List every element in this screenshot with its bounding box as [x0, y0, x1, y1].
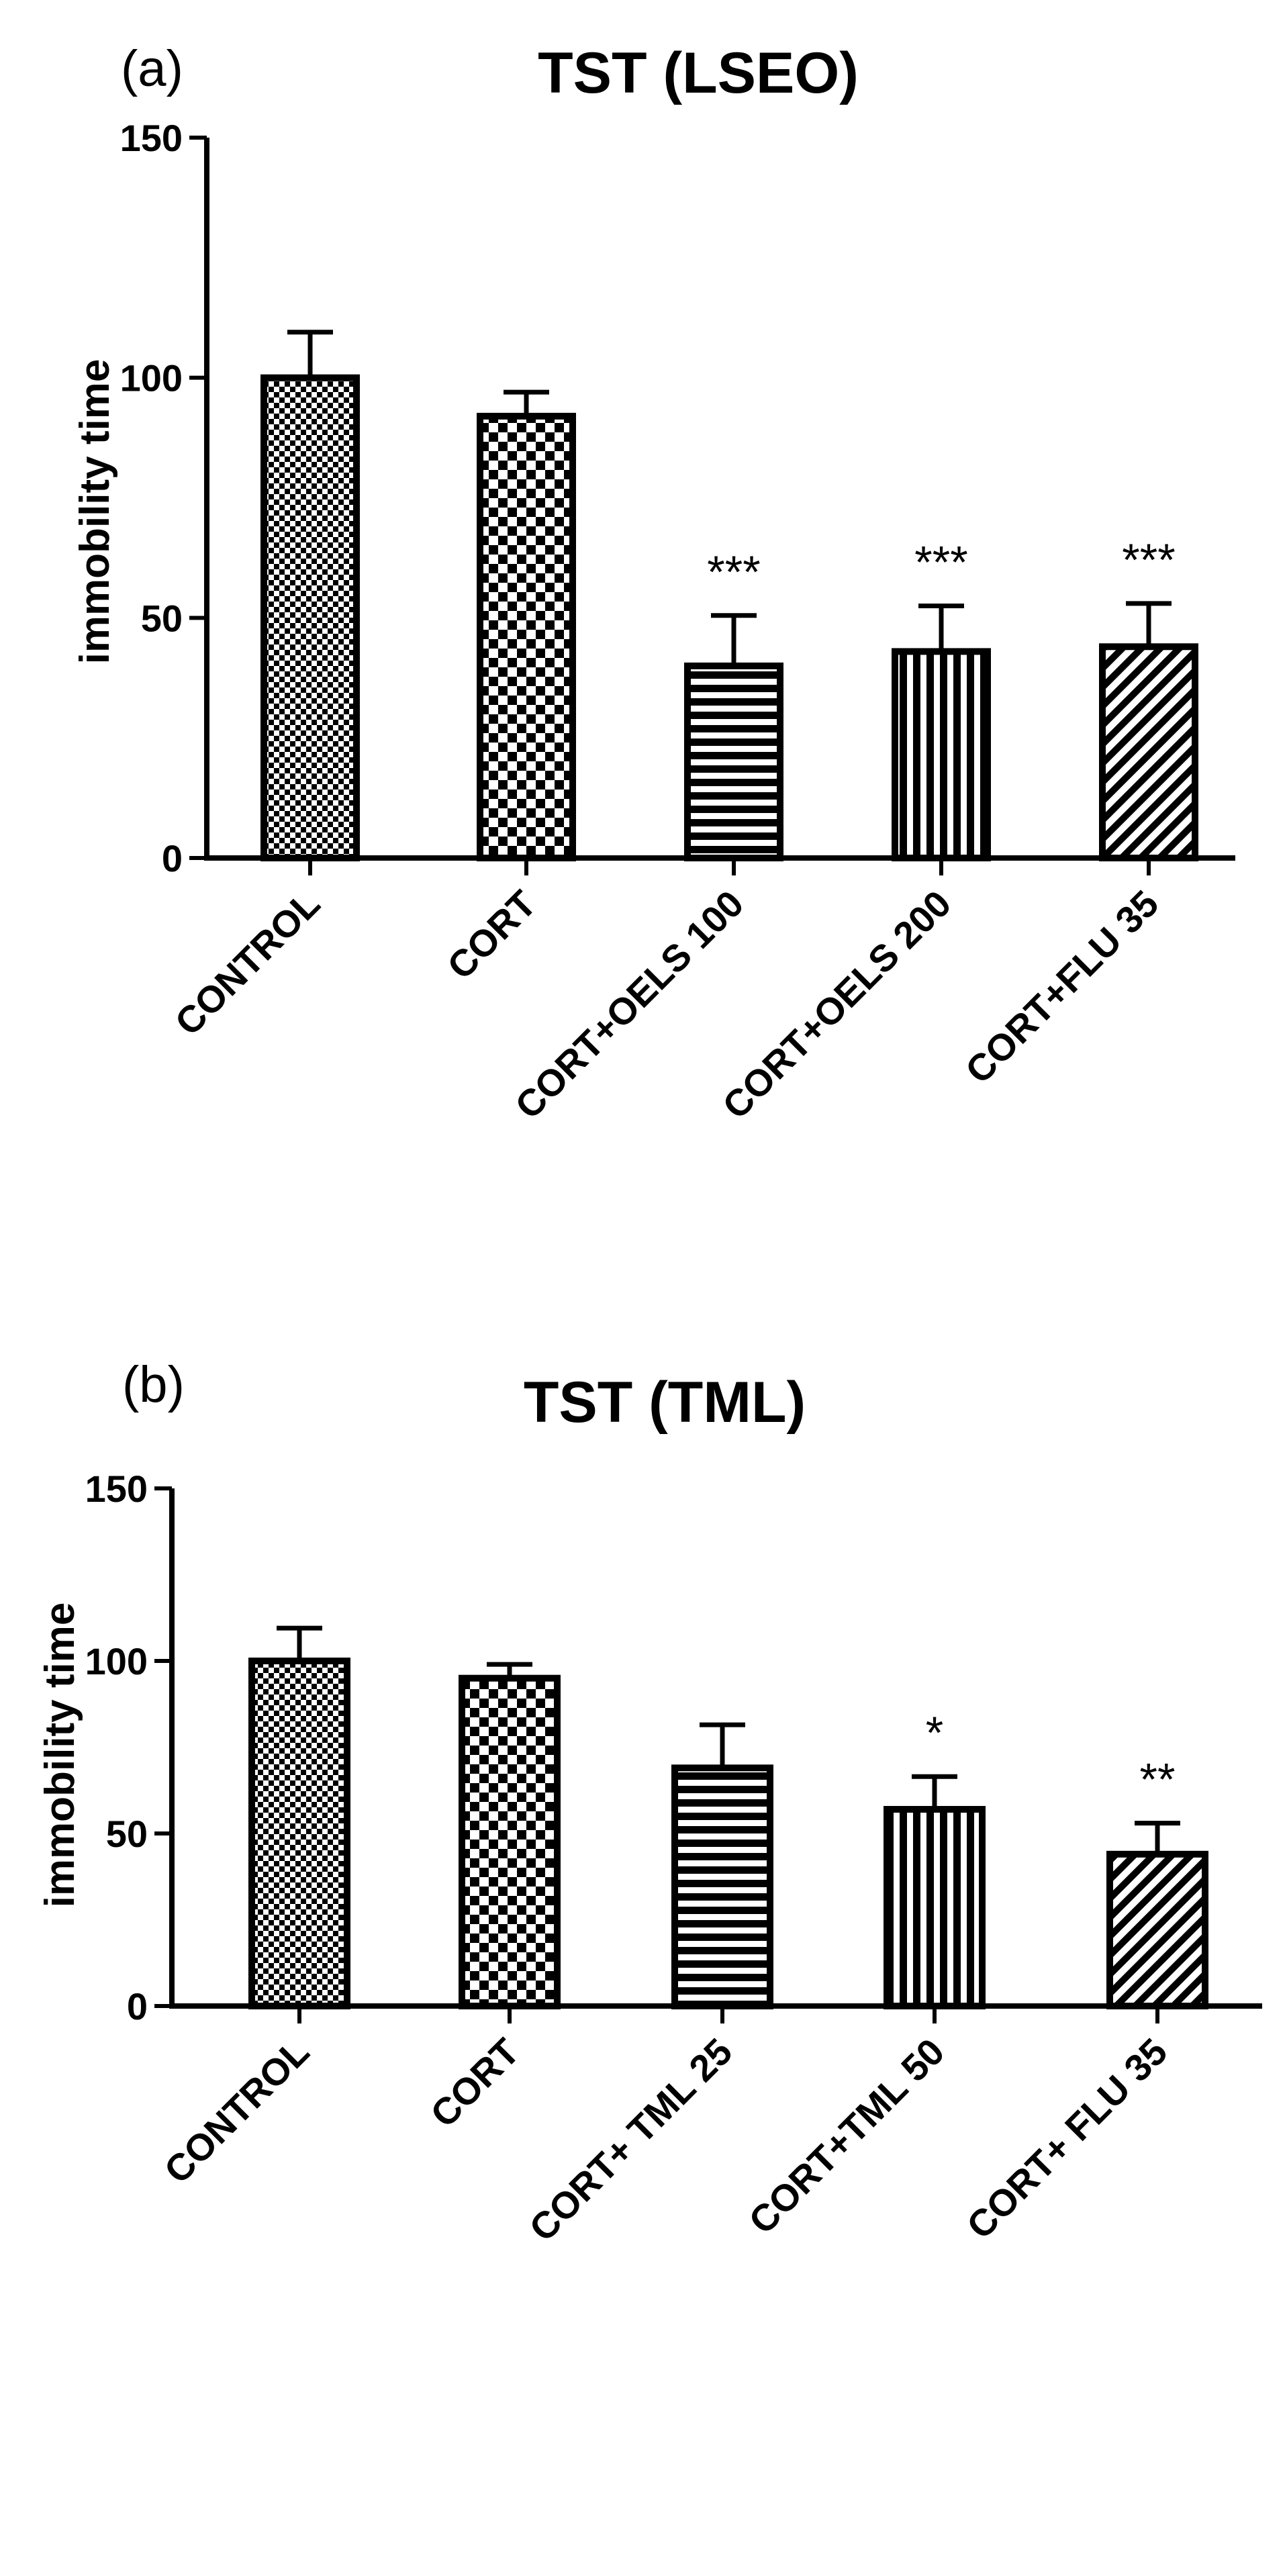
bar-cort-oels-200	[892, 648, 991, 861]
significance-label: **	[1140, 1754, 1176, 1805]
x-tick-label: CORT+OELS 200	[714, 882, 959, 1127]
y-tick-label: 0	[162, 837, 183, 879]
x-tick-label: CORT+ FLU 35	[959, 2030, 1176, 2247]
chart-panel-a: (a) TST (LSEO) immobility time 0 50 100 150…	[72, 40, 1235, 1127]
significance-label: ***	[1122, 534, 1175, 585]
significance-label: ***	[914, 536, 967, 587]
x-tick-label: CONTROL	[166, 882, 328, 1043]
bar-control	[248, 1658, 350, 2009]
bar-cort-tml-25	[671, 1764, 773, 2010]
chart-title: TST (LSEO)	[538, 41, 859, 105]
y-tick-label: 150	[120, 117, 183, 159]
chart-panel-b: (b) TST (TML) immobility time 0 50 100 150 C…	[37, 1356, 1262, 2249]
y-tick-label: 50	[141, 597, 183, 639]
panel-label: (b)	[122, 1356, 185, 1413]
y-axis-label: immobility time	[72, 359, 118, 665]
x-tick-label: CORT+OELS 100	[507, 882, 752, 1127]
x-tick-label: CORT	[439, 882, 544, 988]
x-tick-label: CORT	[422, 2030, 528, 2136]
bar-cort-tml-50	[884, 1806, 986, 2010]
bar-cort	[459, 1674, 561, 2009]
bar-cort-flu-35	[1106, 1850, 1208, 2010]
significance-label: *	[926, 1707, 943, 1758]
x-tick-label: CORT+TML 50	[741, 2030, 953, 2242]
significance-label: ***	[707, 546, 760, 598]
y-tick-label: 100	[120, 357, 183, 399]
y-tick-label: 100	[85, 1640, 148, 1682]
x-tick-label: CORT+ TML 25	[521, 2030, 741, 2250]
bar-cort-flu-35	[1099, 643, 1198, 862]
chart-title: TST (TML)	[524, 1370, 806, 1435]
y-axis-label: immobility time	[37, 1603, 83, 1908]
y-tick-label: 50	[106, 1813, 148, 1855]
x-tick-label: CONTROL	[156, 2030, 317, 2191]
bar-control	[260, 374, 360, 861]
panel-label: (a)	[121, 40, 183, 97]
x-tick-label: CORT+FLU 35	[957, 882, 1167, 1092]
y-tick-label: 0	[127, 1985, 148, 2028]
y-tick-label: 150	[85, 1468, 148, 1510]
bar-cort	[477, 412, 576, 861]
bar-cort-oels-100	[684, 662, 783, 861]
